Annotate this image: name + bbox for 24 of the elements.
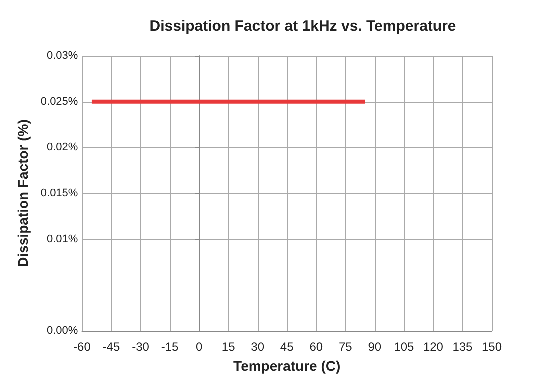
x-tick-label: 75 [338, 340, 353, 354]
x-tick-label: 30 [251, 340, 265, 354]
x-tick-label: -45 [102, 340, 120, 354]
y-tick-label: 0.01% [47, 233, 78, 246]
y-tick-label: 0.02% [47, 142, 78, 154]
x-tick-label: 45 [280, 340, 294, 354]
y-tick-label: 0.03% [47, 50, 78, 62]
y-tick-label: 0.00% [47, 325, 78, 337]
x-tick-label: 15 [222, 340, 236, 354]
x-tick-label: -30 [132, 340, 150, 354]
x-tick-label: -60 [74, 340, 92, 354]
x-tick-label: 60 [310, 340, 324, 354]
x-tick-label: 0 [196, 340, 203, 354]
x-tick-label: 105 [394, 340, 415, 354]
x-tick-label: -15 [161, 340, 180, 354]
y-tick-label: 0.015% [40, 188, 78, 200]
chart-title: Dissipation Factor at 1kHz vs. Temperature [150, 18, 456, 35]
x-tick-label: 150 [482, 340, 502, 354]
x-tick-label: 120 [423, 340, 444, 354]
x-axis-title: Temperature (C) [234, 358, 341, 374]
y-tick-label: 0.025% [40, 96, 78, 108]
x-tick-label: 90 [368, 340, 382, 354]
y-axis-title: Dissipation Factor (%) [15, 120, 31, 268]
x-tick-label: 135 [452, 340, 474, 354]
